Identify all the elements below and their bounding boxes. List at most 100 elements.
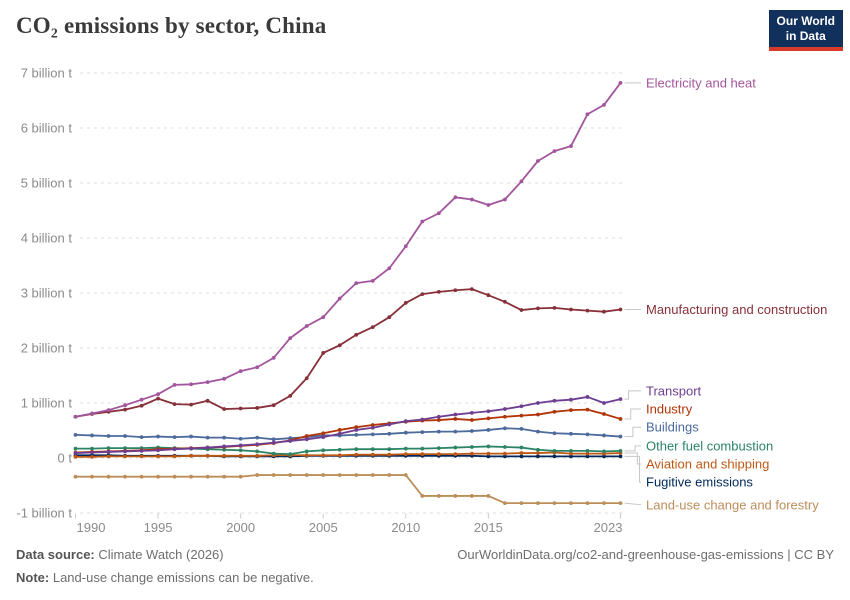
data-point (453, 417, 458, 421)
data-point (552, 398, 557, 403)
data-point (536, 412, 540, 417)
data-point (123, 449, 127, 454)
data-point (370, 432, 375, 437)
data-point (502, 501, 507, 505)
data-point (552, 501, 557, 505)
data-point (403, 446, 408, 451)
data-point (156, 434, 160, 439)
series-line-aviation-and-shipping[interactable] (73, 450, 623, 459)
series-label-industry[interactable]: Industry (646, 402, 693, 417)
series-line-land-use-change-and-forestry[interactable] (73, 473, 623, 505)
data-point (420, 446, 425, 451)
data-point (205, 380, 210, 384)
data-point (403, 301, 408, 305)
data-point (255, 449, 260, 454)
data-point (436, 211, 441, 216)
x-tick-label: 2000 (226, 520, 255, 535)
data-point (618, 434, 623, 439)
data-point (387, 422, 392, 427)
line-chart-canvas: -1 billion t 0 t 1 billion t 2 billion t 3 b… (16, 66, 827, 536)
data-point (602, 433, 606, 438)
series-label-land-use-change-and-forestry[interactable]: Land-use change and forestry (646, 497, 819, 512)
series-line-other-fuel-combustion[interactable] (73, 444, 623, 457)
series-label-buildings[interactable]: Buildings (646, 420, 699, 435)
note-label: Note: (16, 570, 50, 585)
owid-logo-line1: Our World (776, 14, 835, 28)
data-point (205, 435, 210, 440)
data-point (370, 425, 375, 430)
data-point (370, 325, 375, 329)
data-point (304, 437, 309, 442)
data-point (271, 440, 276, 445)
data-point (403, 419, 408, 424)
series-label-electricity-and-heat[interactable]: Electricity and heat (646, 75, 756, 90)
series-label-fugitive-emissions[interactable]: Fugitive emissions (646, 475, 753, 490)
data-point (436, 418, 441, 422)
data-point (156, 392, 160, 397)
data-point (536, 451, 540, 455)
series-label-transport[interactable]: Transport (646, 383, 702, 398)
data-point (354, 425, 359, 430)
series-label-manufacturing-and-construction[interactable]: Manufacturing and construction (646, 302, 827, 317)
data-point (469, 411, 474, 415)
data-point (552, 149, 557, 154)
data-point (519, 426, 524, 431)
chart-footer: Data source: Climate Watch (2026) OurWor… (16, 543, 834, 589)
data-point (139, 397, 144, 402)
series-line-manufacturing-and-construction[interactable] (73, 287, 623, 419)
data-point (519, 404, 524, 409)
data-point (519, 454, 524, 459)
data-point (602, 501, 606, 505)
data-point (502, 451, 507, 456)
data-point (205, 474, 210, 479)
data-point (420, 452, 425, 457)
data-point (189, 446, 194, 451)
data-point (288, 473, 293, 477)
data-point (238, 443, 243, 448)
data-point (486, 444, 491, 449)
data-point (436, 494, 441, 498)
series-line-electricity-and-heat[interactable] (73, 81, 623, 419)
series-label-other-fuel-combustion[interactable]: Other fuel combustion (646, 438, 773, 453)
series-label-aviation-and-shipping[interactable]: Aviation and shipping (646, 457, 769, 472)
data-point (436, 290, 441, 294)
note-text: Land-use change emissions can be negativ… (52, 570, 314, 585)
data-point (469, 451, 474, 456)
data-point (222, 474, 227, 479)
data-point (271, 403, 276, 408)
data-point (436, 452, 441, 457)
data-point (304, 376, 309, 381)
data-point (337, 343, 342, 348)
data-point (354, 433, 359, 437)
source-url[interactable]: OurWorldinData.org/co2-and-greenhouse-ga… (457, 547, 834, 562)
data-point (569, 448, 573, 453)
data-point (618, 307, 623, 312)
data-point (255, 365, 260, 370)
data-point (552, 305, 557, 310)
data-point (238, 453, 243, 458)
data-point (106, 454, 111, 459)
data-point (139, 474, 144, 479)
data-point (321, 435, 326, 439)
data-point (156, 448, 160, 453)
data-point (271, 451, 276, 456)
owid-logo[interactable]: Our World in Data (768, 10, 843, 51)
y-tick-label: 5 billion t (21, 176, 73, 191)
data-point (602, 412, 606, 416)
data-point (222, 444, 227, 449)
data-point (370, 447, 375, 452)
y-tick-label: 1 billion t (21, 396, 73, 411)
series-line-transport[interactable] (73, 395, 623, 455)
data-point (420, 219, 425, 224)
chart-note: Note: Land-use change emissions can be n… (16, 566, 314, 589)
label-connectors (624, 82, 642, 506)
data-point (469, 287, 474, 292)
data-point (585, 448, 590, 453)
data-point (321, 351, 326, 355)
data-point (205, 398, 210, 403)
data-point (255, 473, 260, 477)
data-point (189, 434, 194, 439)
data-point (585, 454, 590, 459)
data-point (73, 474, 78, 479)
